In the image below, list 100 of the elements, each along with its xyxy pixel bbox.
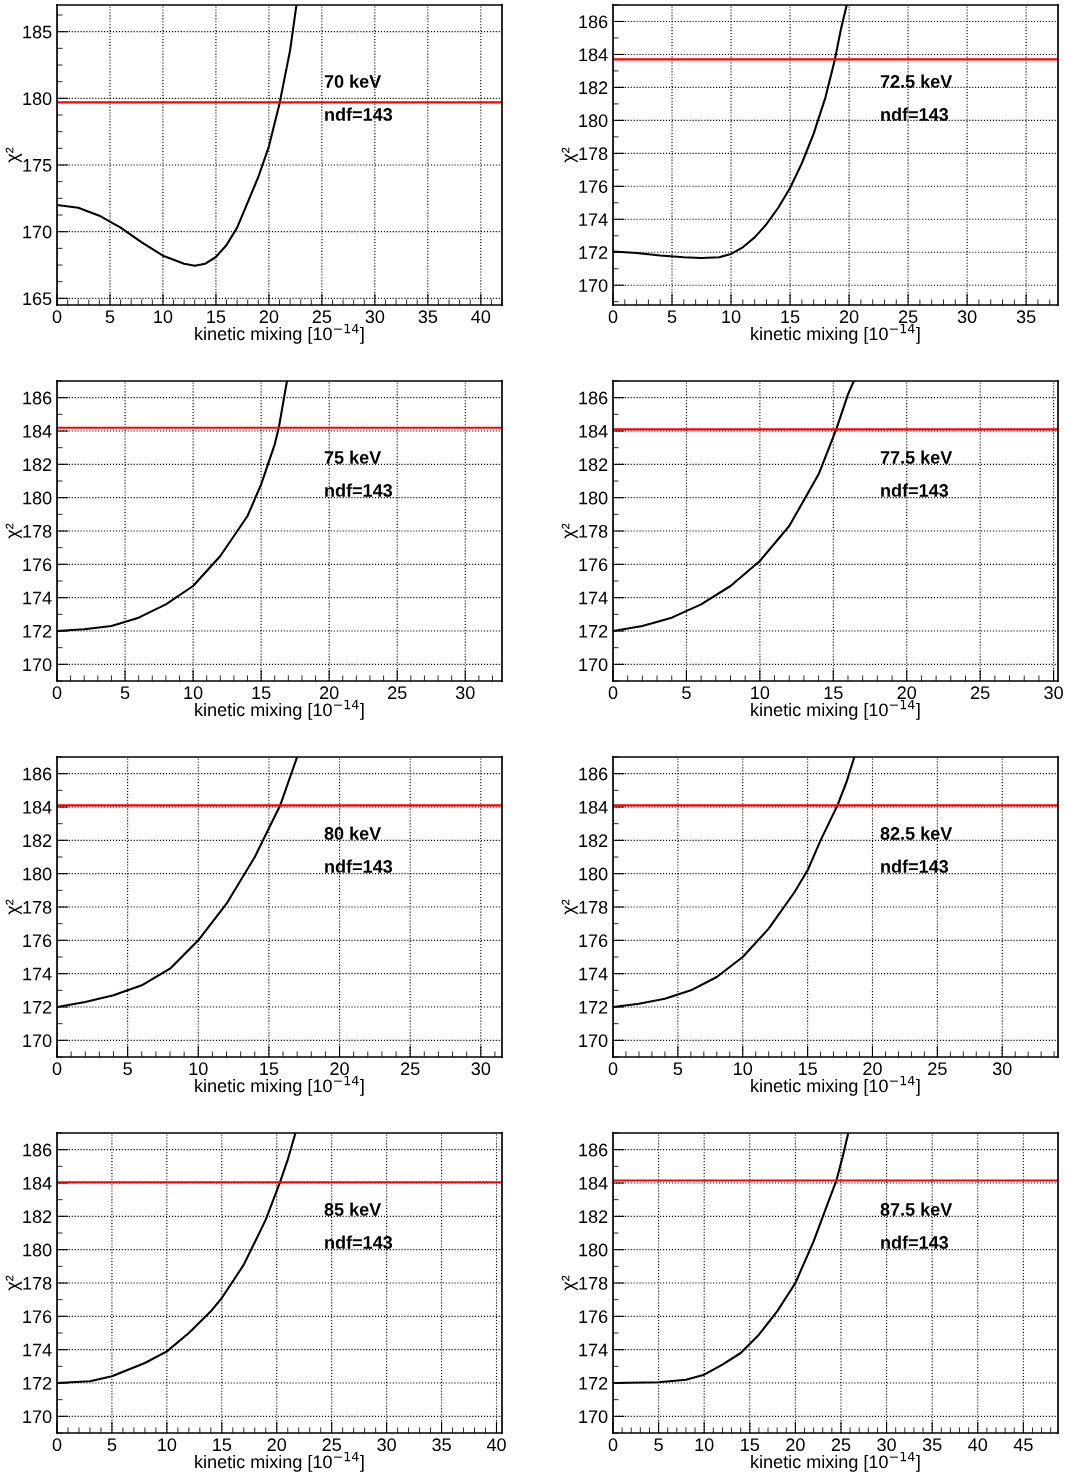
x-tick-label: 0 — [52, 686, 62, 700]
x-tick-label: 25 — [312, 310, 332, 324]
y-tick-label: 180 — [23, 491, 52, 505]
y-tick-label: 186 — [579, 1143, 608, 1157]
y-axis-title: χ² — [5, 147, 23, 163]
x-tick-label: 45 — [1013, 1438, 1033, 1452]
annotation: ndf=143 — [881, 107, 949, 121]
y-tick-label: 165 — [23, 292, 52, 306]
y-tick-label: 184 — [23, 1176, 52, 1190]
y-axis-title: χ² — [5, 899, 23, 915]
x-tick-label: 30 — [365, 310, 385, 324]
y-tick-label: 170 — [23, 1410, 52, 1424]
y-tick-label: 186 — [23, 767, 52, 781]
y-tick-label: 184 — [579, 800, 608, 814]
x-tick-label: 10 — [734, 1062, 753, 1076]
y-tick-label: 186 — [579, 391, 608, 405]
annotation: ndf=143 — [325, 483, 393, 497]
annotation: 87.5 keV — [880, 1202, 953, 1216]
x-tick-label: 5 — [123, 1062, 132, 1076]
x-tick-label: 10 — [751, 686, 770, 700]
x-tick-label: 35 — [922, 1438, 942, 1452]
y-axis-title: χ² — [561, 523, 579, 539]
y-tick-label: 172 — [23, 1000, 52, 1014]
x-tick-label: 40 — [968, 1438, 988, 1452]
annotation: 70 keV — [324, 74, 382, 88]
y-tick-label: 178 — [579, 147, 608, 161]
x-tick-label: 0 — [52, 1062, 62, 1076]
y-tick-label: 172 — [579, 246, 608, 259]
y-tick-label: 170 — [579, 1410, 608, 1424]
x-tick-label: 0 — [608, 1438, 618, 1452]
y-tick-label: 185 — [23, 25, 52, 39]
x-tick-label: 20 — [320, 686, 339, 700]
y-tick-label: 174 — [23, 967, 52, 981]
y-tick-label: 174 — [579, 213, 608, 226]
x-tick-label: 35 — [418, 310, 438, 324]
annotation: ndf=143 — [325, 1235, 393, 1249]
y-axis-title: χ² — [5, 1275, 23, 1291]
y-tick-label: 176 — [579, 180, 608, 194]
y-tick-label: 178 — [579, 1276, 608, 1290]
annotation: 75 keV — [324, 450, 382, 464]
y-tick-label: 184 — [579, 424, 608, 438]
x-tick-label: 30 — [471, 1062, 491, 1076]
annotation: 85 keV — [324, 1202, 382, 1216]
y-tick-label: 170 — [579, 658, 608, 672]
y-tick-label: 180 — [23, 867, 52, 881]
y-tick-label: 184 — [579, 1176, 608, 1190]
y-tick-label: 174 — [23, 1343, 52, 1357]
x-tick-label: 0 — [608, 310, 618, 324]
y-tick-label: 184 — [23, 800, 52, 814]
x-axis-title: kinetic mixing [10$^{−14}$] — [751, 1075, 920, 1096]
x-tick-label: 5 — [673, 1062, 683, 1076]
y-tick-label: 186 — [579, 767, 608, 781]
annotation: 80 keV — [324, 826, 382, 840]
x-tick-label: 40 — [471, 310, 491, 324]
x-tick-label: 25 — [831, 1438, 851, 1452]
annotation: 72.5 keV — [880, 74, 953, 88]
y-tick-label: 176 — [579, 558, 608, 572]
y-tick-label: 180 — [579, 114, 608, 128]
y-tick-label: 180 — [579, 867, 608, 881]
annotation: ndf=143 — [881, 1235, 949, 1249]
y-tick-label: 182 — [579, 81, 608, 95]
y-tick-label: 172 — [579, 1000, 608, 1014]
x-tick-label: 10 — [189, 1062, 208, 1076]
y-tick-label: 182 — [23, 834, 52, 848]
y-tick-label: 182 — [579, 834, 608, 848]
x-tick-label: 20 — [863, 1062, 882, 1076]
x-axis-title: kinetic mixing [10$^{−14}$] — [195, 1075, 364, 1096]
y-tick-label: 180 — [579, 1243, 608, 1257]
y-axis-title: χ² — [5, 523, 23, 539]
y-tick-label: 182 — [579, 1210, 608, 1224]
x-tick-label: 30 — [992, 1062, 1012, 1076]
y-tick-label: 176 — [23, 934, 52, 948]
y-tick-label: 184 — [23, 424, 52, 438]
x-tick-label: 5 — [654, 1438, 663, 1452]
x-tick-label: 15 — [781, 310, 800, 324]
y-tick-label: 172 — [23, 624, 52, 638]
y-tick-label: 180 — [23, 92, 52, 106]
x-tick-label: 15 — [798, 1062, 817, 1076]
x-tick-label: 25 — [898, 310, 918, 324]
x-tick-label: 5 — [682, 686, 691, 700]
y-tick-label: 170 — [23, 658, 52, 672]
x-tick-label: 5 — [107, 1438, 117, 1452]
x-tick-label: 30 — [877, 1438, 896, 1452]
y-axis-title: χ² — [561, 899, 579, 915]
x-axis-title: kinetic mixing [10$^{−14}$] — [751, 323, 920, 344]
x-tick-label: 25 — [322, 1438, 341, 1452]
x-tick-label: 25 — [971, 686, 990, 700]
y-tick-label: 182 — [23, 458, 52, 472]
x-tick-label: 0 — [608, 686, 618, 700]
x-tick-label: 20 — [330, 1062, 349, 1076]
x-tick-label: 25 — [401, 1062, 420, 1076]
y-tick-label: 178 — [23, 1276, 52, 1290]
x-tick-label: 10 — [154, 310, 173, 324]
annotation: ndf=143 — [325, 107, 393, 121]
y-tick-label: 172 — [579, 1376, 608, 1390]
x-tick-label: 15 — [252, 686, 271, 700]
x-tick-label: 10 — [184, 686, 203, 700]
y-tick-label: 180 — [579, 491, 608, 505]
y-tick-label: 178 — [579, 900, 608, 914]
y-tick-label: 178 — [23, 900, 52, 914]
